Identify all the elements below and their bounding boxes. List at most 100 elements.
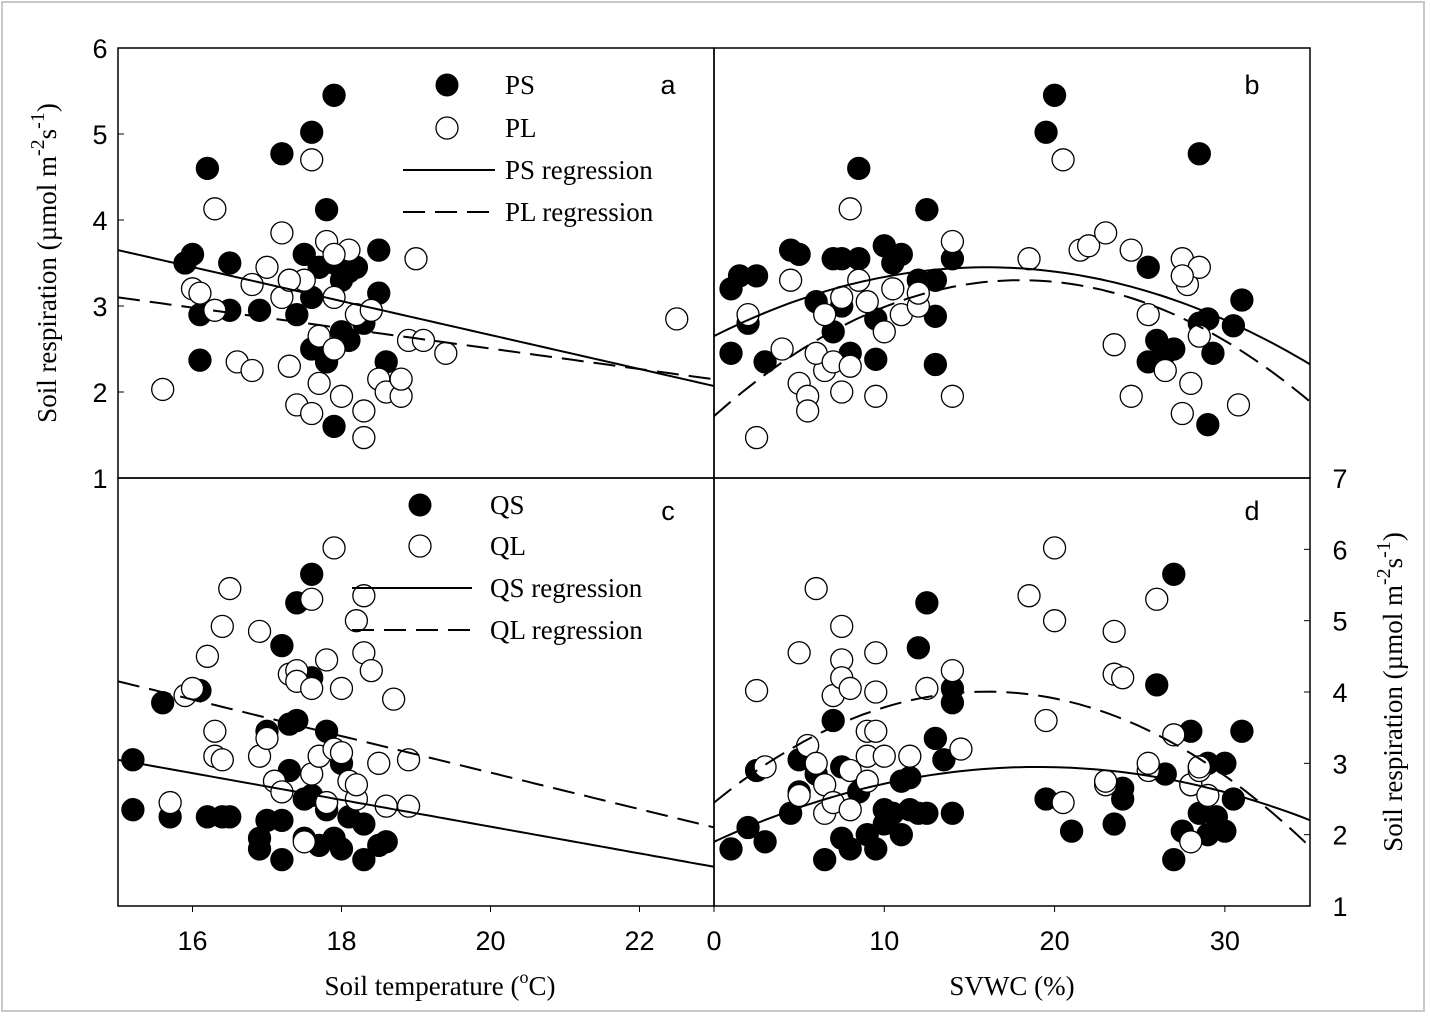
point-pl	[736, 302, 760, 327]
point-qs	[1102, 812, 1126, 836]
point-qs	[889, 823, 913, 847]
point-qs	[270, 808, 294, 833]
point-ql	[864, 719, 888, 743]
y-tick-label: 4	[1332, 678, 1347, 708]
y-tick-label: 7	[1332, 464, 1347, 494]
point-ql	[210, 614, 234, 639]
point-ql	[180, 676, 205, 701]
point-ps	[180, 242, 205, 267]
x-tick-label: 10	[869, 926, 899, 956]
plot-area	[118, 536, 714, 872]
point-pl	[1153, 358, 1177, 383]
point-ps	[300, 120, 324, 144]
point-ql	[838, 758, 862, 783]
point-qs	[821, 708, 845, 733]
point-pl	[389, 367, 413, 391]
point-ql	[864, 680, 888, 704]
y-axis-label-left: Soil respiration (µmol m-2s-1)	[27, 103, 62, 423]
point-ps	[1136, 255, 1160, 279]
point-pl	[1051, 148, 1075, 172]
point-pl	[307, 371, 331, 396]
y-tick-label: 3	[1332, 749, 1347, 779]
point-qs	[352, 812, 376, 836]
point-qs	[300, 562, 324, 586]
point-ql	[804, 576, 828, 601]
point-ql	[203, 719, 227, 743]
point-pl	[1119, 238, 1143, 262]
point-ps	[719, 341, 743, 365]
point-pl	[329, 384, 354, 408]
point-ps	[787, 242, 811, 267]
panel-label: a	[660, 70, 676, 100]
ql-regression-line	[714, 690, 1310, 848]
point-ql	[864, 641, 888, 665]
point-pl	[906, 281, 930, 305]
point-pl	[240, 272, 264, 297]
point-ql	[940, 658, 965, 683]
point-pl	[1094, 221, 1118, 245]
legend: QS QL QS regression QL regression	[352, 490, 643, 645]
legend-marker-open	[435, 116, 459, 140]
x-axis-label-svwc: SVWC (%)	[949, 971, 1074, 1001]
point-pl	[796, 399, 820, 423]
pl-regression-line	[118, 296, 714, 381]
point-qs	[915, 801, 939, 825]
point-ql	[830, 614, 854, 639]
point-ql	[381, 687, 406, 711]
point-pl	[940, 384, 965, 408]
point-ql	[838, 676, 862, 701]
point-ps	[915, 198, 939, 222]
point-ps	[847, 156, 871, 181]
qs-regression-line	[118, 758, 714, 868]
point-ql	[359, 658, 383, 683]
point-ql	[1017, 584, 1041, 608]
point-qs	[367, 833, 391, 858]
point-ql	[158, 790, 182, 815]
point-pl	[770, 337, 794, 361]
point-pl	[434, 341, 458, 365]
point-ql	[329, 740, 354, 765]
point-pl	[352, 425, 376, 450]
x-tick-label: 30	[1210, 926, 1240, 956]
y-tick-label: 4	[92, 206, 107, 236]
point-pl	[1017, 247, 1041, 271]
legend-entry: PS	[505, 70, 535, 100]
point-pl	[864, 384, 888, 408]
point-ql	[314, 648, 339, 672]
point-ql	[1042, 536, 1067, 560]
point-pl	[1226, 393, 1251, 417]
point-qs	[151, 691, 175, 715]
point-pl	[813, 302, 837, 327]
point-qs	[1145, 673, 1169, 697]
point-pl	[830, 380, 854, 404]
legend: PS PL PS regression PL regression	[403, 70, 654, 227]
point-ps	[322, 414, 346, 439]
legend-marker-filled	[408, 493, 432, 517]
point-qs	[270, 633, 294, 658]
point-ql	[1051, 790, 1075, 815]
point-pl	[352, 399, 376, 423]
point-qs	[329, 837, 354, 861]
point-qs	[270, 847, 294, 872]
point-ps	[847, 247, 871, 271]
point-ps	[270, 142, 294, 166]
point-pl	[270, 221, 294, 245]
x-tick-label: 0	[706, 926, 721, 956]
x-tick-label: 20	[475, 926, 505, 956]
legend-entry: PL regression	[505, 197, 654, 227]
point-qs	[753, 830, 777, 854]
point-pl	[277, 354, 302, 378]
point-qs	[121, 748, 145, 772]
point-ql	[329, 676, 354, 701]
point-qs	[247, 837, 272, 861]
plot-area	[714, 536, 1310, 872]
point-qs	[940, 801, 965, 825]
x-axis-label-temperature: Soil temperature (oC)	[325, 967, 556, 1001]
point-ql	[352, 584, 376, 608]
legend-marker-open	[408, 534, 432, 558]
point-ql	[247, 619, 272, 644]
y-tick-label: 5	[1332, 607, 1347, 637]
point-ql	[270, 780, 294, 804]
